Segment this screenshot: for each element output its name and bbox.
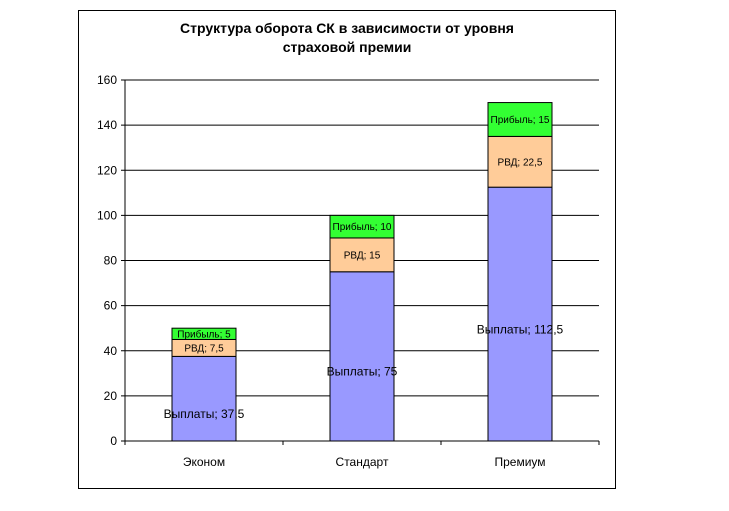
data-label: РВД; 15 — [344, 250, 381, 261]
chart-title-line-1: Структура оборота СК в зависимости от ур… — [180, 20, 514, 36]
y-tick-label: 120 — [97, 163, 117, 177]
x-category-label: Стандарт — [336, 455, 389, 469]
data-label: Прибыль; 10 — [333, 221, 392, 233]
bar-segment — [329, 271, 395, 442]
bar-segment — [329, 214, 395, 239]
data-label: РВД; 22,5 — [498, 157, 543, 168]
chart-title: Структура оборота СК в зависимости от ур… — [79, 19, 615, 57]
bar-segment — [487, 135, 553, 188]
x-category-label: Эконом — [183, 455, 225, 469]
bar-segment — [487, 102, 553, 137]
data-label: РВД; 7,5 — [184, 343, 224, 354]
chart-plot: 0 20 40 60 80 100 120 140 160 Эконом Стандарт Преми… — [97, 73, 600, 469]
y-tick-label: 20 — [104, 389, 118, 403]
y-tick-label: 60 — [104, 299, 118, 313]
bar-segment — [487, 186, 553, 442]
y-tick-label: 160 — [97, 73, 117, 87]
data-label: Прибыль; 15 — [491, 114, 550, 126]
chart-frame: Структура оборота СК в зависимости от ур… — [78, 10, 616, 489]
data-label: Прибыль; 5 — [177, 328, 231, 340]
data-label: Выплаты; 75 — [327, 365, 398, 379]
bar-segment — [171, 355, 237, 442]
y-tick-label: 80 — [104, 254, 118, 268]
bar-segment — [171, 327, 237, 340]
y-tick-label: 0 — [110, 434, 117, 448]
data-label: Выплаты; 112,5 — [477, 322, 564, 336]
data-label: Выплаты; 37,5 — [164, 407, 245, 421]
y-tick-label: 100 — [97, 208, 117, 222]
x-category-label: Премиум — [494, 455, 545, 469]
y-tick-label: 40 — [104, 344, 118, 358]
chart-title-line-2: страховой премии — [282, 39, 412, 55]
bar-segment — [329, 237, 395, 273]
y-tick-label: 140 — [97, 118, 117, 132]
